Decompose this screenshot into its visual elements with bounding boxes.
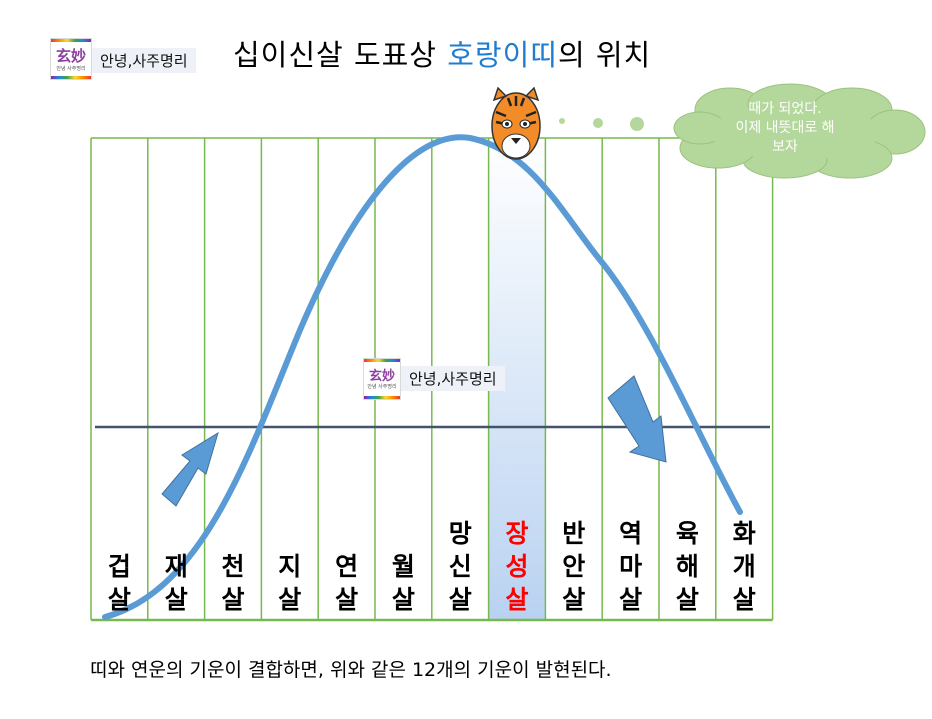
thought-dot [559,118,565,124]
tiger-face-icon [491,86,541,160]
footer-caption: 띠와 연운의 기운이 결합하면, 위와 같은 12개의 기운이 발현된다. [90,659,612,681]
logo-hanja: 玄妙 [368,369,395,384]
column-labels: 겁 살 재 살 천 살 지 살 연 살 월 살 망 신 살 장 성 살 반 안 살 역 마 살 육 해 살 화 개 살 [108,519,756,614]
logo-subtext: 안녕 사주명리 [56,66,86,72]
speech-cloud-text: 때가 되었다. 이제 내뜻대로 해 보자 [700,100,870,157]
thought-dot [593,118,603,128]
logo-bottom-stripe [364,396,400,399]
speech-line: 때가 되었다. [748,101,822,117]
falling-arrow [607,375,667,463]
thought-dot [630,117,644,131]
logo-hanja: 玄妙 [55,47,86,65]
title-highlight: 호랑이띠 [447,38,558,72]
speech-line: 이제 내뜻대로 해 [735,120,835,136]
rising-arrow [161,431,219,507]
logo-bottom-stripe [51,76,91,79]
logo-top-stripe [364,359,400,362]
title-suffix: 의 위치 [557,38,652,72]
logo-subtext: 안녕 사주명리 [367,384,397,390]
speech-line: 보자 [772,139,798,155]
watermark-logo: 玄妙 안녕 사주명리 [363,358,401,400]
fortune-curve [102,134,743,620]
speech-cloud [673,83,926,179]
brand-label: 안녕,사주명리 [92,48,196,73]
title-prefix: 십이신살 도표상 [233,38,448,72]
logo-top-stripe [51,39,91,42]
watermark-label: 안녕,사주명리 [401,366,505,391]
brand-logo: 玄妙 안녕 사주명리 [50,38,92,80]
page-title: 십이신살 도표상 호랑이띠의 위치 [233,32,651,74]
